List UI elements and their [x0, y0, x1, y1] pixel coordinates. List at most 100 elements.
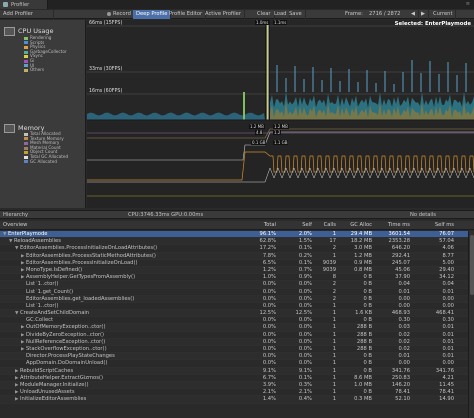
details-dropdown[interactable]: No details	[410, 212, 436, 218]
row-label: EnterPlaymode	[8, 231, 48, 237]
legend-item[interactable]: Others	[24, 68, 84, 73]
add-profiler-dropdown[interactable]: Add Profiler	[0, 10, 54, 19]
row-label: EditorAssemblies.ProcessInitializeOnLoad…	[26, 259, 138, 266]
row-time: 0.03	[398, 324, 410, 331]
table-row[interactable]: ▶ UnloadUnusedAssets 2.1% 2.1% 1 0 B 78.41 78.4…	[0, 389, 468, 397]
legend-item[interactable]: Total GC Allocated	[24, 154, 84, 160]
collapsed-arrow-icon[interactable]: ▶	[15, 382, 19, 388]
collapsed-arrow-icon[interactable]: ▶	[21, 267, 25, 273]
profile-editor-button[interactable]: Profile Editor	[166, 10, 207, 19]
deep-profile-button[interactable]: Deep Profile	[133, 10, 172, 19]
table-row[interactable]: ▶ InitializeEditorAssemblies 1.4% 0.4% 1 0.3 …	[0, 396, 468, 404]
next-frame-button[interactable]: ▶	[418, 10, 429, 19]
table-row[interactable]: AppDomain.DoDomainUnload() 0.0% 0.0% 1 0 B 0.…	[0, 360, 468, 368]
collapsed-arrow-icon[interactable]: ▶	[21, 325, 25, 331]
row-total: 0.0%	[262, 288, 276, 295]
table-row[interactable]: List`1..ctor() 0.0% 0.0% 2 0 B 0.04 0.04	[0, 281, 468, 289]
active-profiler-dropdown[interactable]: Active Profiler	[202, 10, 245, 19]
row-label: DivideByZeroException..ctor()	[26, 331, 105, 338]
save-button[interactable]: Save	[286, 10, 306, 19]
row-time: 0.01	[398, 288, 410, 295]
memory-title[interactable]: Memory	[18, 124, 45, 132]
row-calls: 1	[332, 360, 336, 367]
row-name: ▶ AssemblyHelper.GetTypesFromAssembly()	[3, 274, 239, 281]
legend-item[interactable]: Scripts	[24, 40, 84, 46]
table-row[interactable]: ▶ NullReferenceException..ctor() 0.0% 0.0% 1…	[0, 338, 468, 346]
collapsed-arrow-icon[interactable]: ▶	[21, 339, 25, 345]
table-row[interactable]: List`1..ctor() 0.0% 0.0% 1 0 B 0.00 0.00	[0, 302, 468, 311]
table-row[interactable]: ▶ MonoType.IsDefined() 1.2% 0.7% 9039 0.8 MB 4…	[0, 266, 468, 275]
legend-item[interactable]: UI	[24, 63, 84, 69]
column-calls[interactable]: Calls	[323, 222, 336, 228]
collapsed-arrow-icon[interactable]: ▶	[15, 390, 19, 396]
table-row[interactable]: ▼ CreateAndSetChildDomain 12.5% 12.5% 1 1.6 K…	[0, 310, 468, 318]
legend-item[interactable]: Texture Memory	[24, 136, 84, 142]
column-gc-alloc[interactable]: GC Alloc	[350, 222, 372, 228]
table-row[interactable]: ▶ AttributeHelper.ExtractGizmos() 6.7% 0.1%…	[0, 374, 468, 382]
table-row[interactable]: ▶ RebuildScriptCaches 9.1% 9.1% 1 0 B 341.76 34…	[0, 367, 468, 375]
table-row[interactable]: ▼ EditorAssemblies.ProcessInitializeOnLoa…	[0, 245, 468, 253]
table-row[interactable]: GC.Collect 0.0% 0.0% 1 0 B 0.30 0.30	[0, 317, 468, 325]
row-selfms: 57.04	[439, 238, 454, 245]
record-button[interactable]: Record	[104, 10, 135, 19]
legend-item[interactable]: Rendering	[24, 35, 84, 41]
column-overview[interactable]: Overview	[3, 222, 28, 228]
legend-item[interactable]: Material Count	[24, 145, 84, 151]
table-row[interactable]: List`1.get_Count() 0.0% 0.0% 2 0 B 0.01 0.01	[0, 288, 468, 296]
profiler-charts[interactable]: 66ms (15FPS) 33ms (30FPS) 16ms (60FPS) S…	[87, 20, 474, 208]
legend-swatch	[24, 141, 28, 145]
cpu-usage-title[interactable]: CPU Usage	[18, 27, 54, 35]
row-calls: 8	[332, 274, 336, 281]
scrollbar-thumb[interactable]	[470, 235, 474, 295]
row-label: AppDomain.DoDomainUnload()	[26, 360, 108, 367]
table-row[interactable]: ▶ AssemblyHelper.GetTypesFromAssembly() 1.…	[0, 274, 468, 282]
load-button[interactable]: Load	[271, 10, 291, 19]
column-total[interactable]: Total	[263, 222, 276, 228]
expanded-arrow-icon[interactable]: ▼	[3, 232, 7, 237]
table-row[interactable]: ▶ OutOfMemoryException..ctor() 0.0% 0.0% 1 28…	[0, 324, 468, 332]
table-row[interactable]: EditorAssemblies.get_loadedAssemblies() 0…	[0, 295, 468, 303]
column-time-ms[interactable]: Time ms	[387, 222, 410, 228]
row-selfms: 0.01	[442, 324, 454, 331]
table-row[interactable]: ▶ DivideByZeroException..ctor() 0.0% 0.0% 1 2…	[0, 331, 468, 339]
legend-item[interactable]: VSync	[24, 54, 84, 59]
legend-item[interactable]: Object Count	[24, 150, 84, 155]
legend-item[interactable]: GarbageCollector	[24, 49, 84, 55]
prev-frame-button[interactable]: ◀	[408, 10, 419, 19]
collapsed-arrow-icon[interactable]: ▶	[21, 253, 25, 259]
clear-button[interactable]: Clear	[254, 10, 275, 19]
legend-item[interactable]: Gi	[24, 58, 84, 64]
legend-item[interactable]: Total Allocated	[24, 131, 84, 137]
collapsed-arrow-icon[interactable]: ▶	[15, 375, 19, 381]
table-row[interactable]: ▼ ReloadAssemblies 62.8% 1.5% 17 18.2 MB 2353.…	[0, 238, 468, 246]
table-row[interactable]: Director.ProcessPlayStateChanges 0.0% 0.0%…	[0, 353, 468, 361]
table-row[interactable]: ▶ StackOverflowException..ctor() 0.0% 0.0% 1…	[0, 346, 468, 354]
tab-profiler[interactable]: Profiler	[0, 0, 48, 9]
table-row[interactable]: ▼ EnterPlaymode 96.1% 2.0% 1 29.4 MB 3601.54 76…	[0, 231, 468, 239]
legend-item[interactable]: Mesh Memory	[24, 141, 84, 146]
collapsed-arrow-icon[interactable]: ▶	[15, 397, 19, 403]
current-frame-button[interactable]: Current	[430, 10, 457, 19]
hierarchy-scrollbar[interactable]	[468, 231, 474, 418]
row-selfms: 0.00	[442, 302, 454, 309]
expanded-arrow-icon[interactable]: ▼	[15, 311, 19, 317]
hierarchy-rows: ▼ EnterPlaymode 96.1% 2.0% 1 29.4 MB 3601.54 76…	[0, 231, 468, 418]
column-self[interactable]: Self	[302, 222, 312, 228]
collapsed-arrow-icon[interactable]: ▶	[21, 260, 25, 266]
expanded-arrow-icon[interactable]: ▼	[9, 239, 13, 245]
collapsed-arrow-icon[interactable]: ▶	[15, 368, 19, 374]
column-self-ms[interactable]: Self ms	[434, 222, 454, 228]
menu-icon[interactable]: ≡	[465, 1, 470, 7]
table-row[interactable]: ▶ EditorAssemblies.ProcessInitializeOnLoa…	[0, 259, 468, 267]
expanded-arrow-icon[interactable]: ▼	[15, 246, 19, 252]
table-row[interactable]: ▶ EditorAssemblies.ProcessStaticMethodAtt…	[0, 252, 468, 260]
legend-item[interactable]: GC Allocated	[24, 159, 84, 165]
row-name: ▼ ReloadAssemblies	[3, 238, 239, 245]
table-row[interactable]: ▶ ModuleManager.Initialize() 3.9% 0.3% 1 1.0 …	[0, 381, 468, 390]
charts-canvas[interactable]	[87, 20, 474, 208]
collapsed-arrow-icon[interactable]: ▶	[21, 347, 25, 352]
collapsed-arrow-icon[interactable]: ▶	[21, 275, 25, 281]
legend-item[interactable]: Physics	[24, 45, 84, 50]
collapsed-arrow-icon[interactable]: ▶	[21, 332, 25, 338]
view-mode-dropdown[interactable]: Hierarchy	[3, 212, 29, 218]
